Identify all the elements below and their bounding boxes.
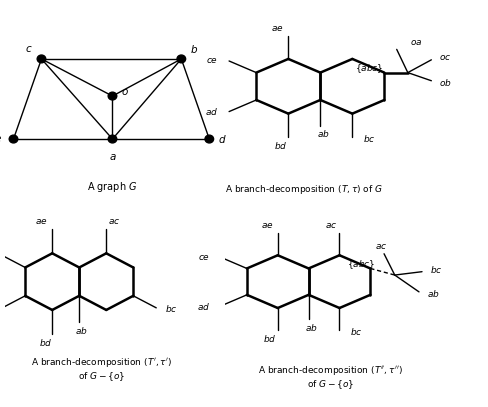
Text: $ce$: $ce$ (198, 253, 210, 262)
Text: $\mathit{c}$: $\mathit{c}$ (25, 44, 32, 54)
Text: $\{abc\}$: $\{abc\}$ (354, 62, 383, 75)
Text: $ac$: $ac$ (108, 217, 121, 226)
Text: $ce$: $ce$ (206, 57, 218, 66)
Text: $\mathit{e}$: $\mathit{e}$ (0, 134, 2, 144)
Text: $\mathit{d}$: $\mathit{d}$ (218, 133, 226, 145)
Circle shape (177, 55, 185, 63)
Circle shape (9, 135, 18, 143)
Text: $\mathit{a}$: $\mathit{a}$ (108, 152, 116, 162)
Text: $bc$: $bc$ (429, 264, 442, 275)
Text: $ab$: $ab$ (426, 288, 439, 299)
Text: $ac$: $ac$ (374, 242, 387, 251)
Text: A branch-decomposition $(T^{\prime\prime}, \tau^{\prime\prime})$
of $G - \{o\}$: A branch-decomposition $(T^{\prime\prime… (258, 363, 402, 391)
Text: A graph $G$: A graph $G$ (87, 180, 138, 194)
Text: $bd$: $bd$ (273, 140, 286, 151)
Text: $oa$: $oa$ (409, 38, 422, 47)
Text: $ad$: $ad$ (196, 300, 210, 311)
Circle shape (108, 135, 117, 143)
Text: $bd$: $bd$ (39, 337, 52, 348)
Text: $ab$: $ab$ (304, 322, 317, 333)
Text: $bc$: $bc$ (362, 133, 375, 144)
Text: $ob$: $ob$ (438, 77, 451, 88)
Text: A branch-decomposition $(T, \tau)$ of $G$: A branch-decomposition $(T, \tau)$ of $G… (224, 183, 383, 196)
Text: A branch-decomposition $(T^{\prime}, \tau^{\prime})$
of $G - \{o\}$: A branch-decomposition $(T^{\prime}, \ta… (31, 356, 172, 383)
Text: $oc$: $oc$ (438, 53, 451, 62)
Text: $ae$: $ae$ (260, 221, 273, 230)
Text: $bd$: $bd$ (263, 333, 276, 344)
Text: $ae$: $ae$ (271, 24, 284, 33)
Text: $bc$: $bc$ (349, 326, 362, 337)
Circle shape (108, 92, 117, 100)
Text: $ad$: $ad$ (205, 106, 218, 117)
Text: $ae$: $ae$ (35, 217, 48, 226)
Text: $\mathit{b}$: $\mathit{b}$ (190, 43, 198, 55)
Text: $bc$: $bc$ (164, 303, 177, 314)
Text: $\{abc\}$: $\{abc\}$ (346, 258, 375, 271)
Text: $ac$: $ac$ (325, 221, 337, 230)
Circle shape (37, 55, 46, 63)
Circle shape (204, 135, 213, 143)
Text: $\mathit{o}$: $\mathit{o}$ (121, 87, 129, 97)
Text: $ab$: $ab$ (75, 325, 88, 336)
Text: $ab$: $ab$ (316, 129, 329, 140)
